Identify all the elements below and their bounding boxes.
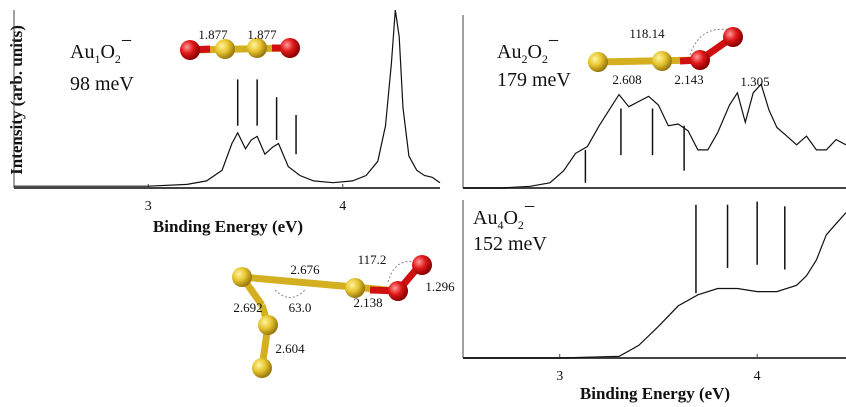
- bond-label: 2.604: [275, 341, 305, 356]
- species-part: O: [100, 41, 114, 63]
- y-axis-label: Intensity (arb. units): [7, 25, 26, 175]
- bond-label: 1.877: [247, 27, 277, 42]
- spectrum-line: [463, 212, 846, 359]
- x-tick-label: 4: [339, 199, 346, 214]
- species-part: −: [548, 30, 559, 52]
- species-part: 2: [115, 52, 121, 66]
- x-tick-label: 3: [556, 369, 563, 384]
- x-tick-label: 3: [145, 199, 152, 214]
- species-part: 2: [518, 218, 524, 232]
- bond-label: 2.138: [353, 295, 382, 310]
- species-part: 2: [521, 52, 527, 66]
- species-label: Au1O2−: [70, 30, 132, 66]
- bond-label: 2.692: [233, 300, 262, 315]
- bond-label: 2.608: [612, 72, 641, 87]
- species-label: Au4O2−: [473, 196, 535, 232]
- species-part: O: [527, 41, 541, 63]
- species-part: 1: [94, 52, 100, 66]
- species-part: Au: [497, 41, 521, 63]
- x-axis-label: Binding Energy (eV): [580, 384, 730, 403]
- bond-label: 2.676: [290, 262, 320, 277]
- x-tick-label: 4: [754, 369, 761, 384]
- angle-label: 118.14: [629, 26, 665, 41]
- angle-label: 117.2: [358, 252, 387, 267]
- species-part: −: [524, 196, 535, 218]
- spectrum-line: [463, 83, 846, 189]
- molecule-au1o2: [180, 38, 300, 60]
- species-part: Au: [473, 207, 497, 229]
- energy-label: 152 meV: [473, 233, 547, 255]
- species-part: 4: [497, 218, 503, 232]
- angle-label: 63.0: [289, 300, 312, 315]
- molecule-au4o2: [232, 255, 432, 378]
- bond-label: 1.877: [198, 27, 228, 42]
- species-part: O: [503, 207, 517, 229]
- species-part: Au: [70, 41, 94, 63]
- x-axis-label: Binding Energy (eV): [153, 217, 303, 236]
- molecule-au2o2: [588, 27, 743, 72]
- species-part: −: [121, 30, 132, 52]
- species-label: Au2O2−: [497, 30, 559, 66]
- energy-label: 179 meV: [497, 69, 571, 91]
- bond-label: 1.296: [425, 279, 455, 294]
- bond-label: 1.305: [740, 74, 769, 89]
- spectrum-line: [14, 9, 441, 187]
- species-part: 2: [542, 52, 548, 66]
- energy-label: 98 meV: [70, 73, 134, 95]
- bond-label: 2.143: [674, 72, 703, 87]
